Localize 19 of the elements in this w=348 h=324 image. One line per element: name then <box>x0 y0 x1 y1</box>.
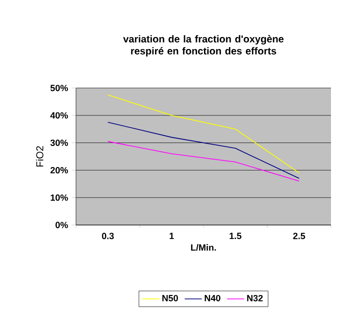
y-tick-label: 40% <box>50 112 68 119</box>
x-tick-label: 0.3 <box>102 232 114 240</box>
x-tick-label: 1.5 <box>230 232 242 240</box>
y-tick-label: 50% <box>50 84 68 92</box>
x-axis-title: L/Min. <box>191 244 216 251</box>
y-tick-label: 0% <box>56 222 68 228</box>
y-tick-label: 10% <box>50 194 68 201</box>
line-series <box>107 122 300 179</box>
chart-title: variation de la fraction d'oxygène respiré en fonction des efforts <box>123 35 284 56</box>
y-axis-title: FiO2 <box>36 146 44 167</box>
legend-label: N40 <box>204 294 220 302</box>
legend-label: N32 <box>247 294 263 302</box>
line-series <box>107 94 300 174</box>
x-tick-label: 2.5 <box>293 232 306 240</box>
x-tick-label: 1 <box>170 232 174 239</box>
legend-label: N50 <box>162 294 178 302</box>
y-tick-label: 20% <box>50 167 68 174</box>
line-series <box>107 141 300 182</box>
y-tick-label: 30% <box>50 140 68 146</box>
